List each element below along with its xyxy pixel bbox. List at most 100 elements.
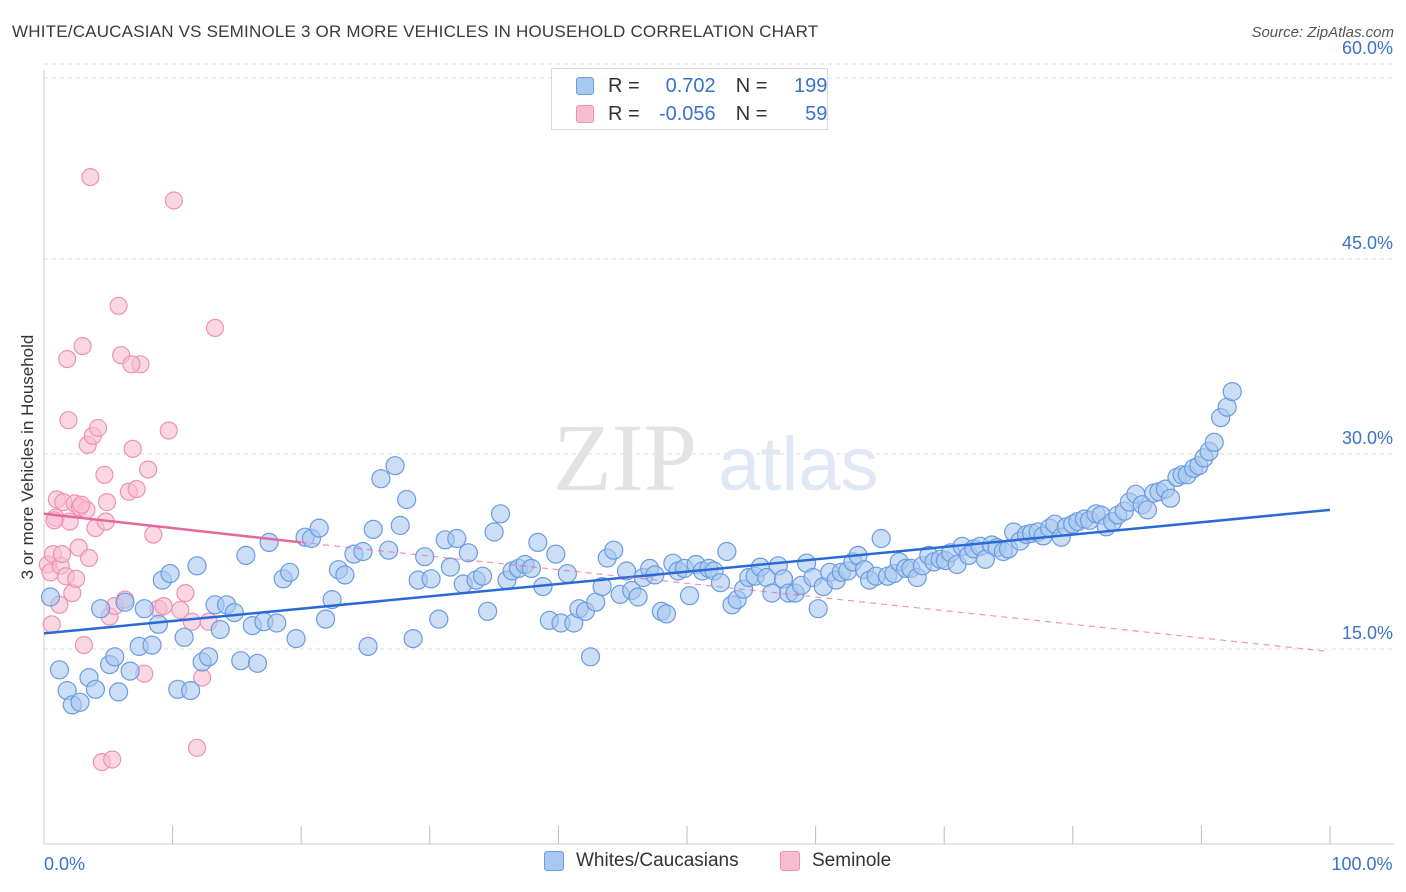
- white-point-123: [808, 599, 828, 619]
- white-point-78: [546, 544, 566, 564]
- white-point-64: [458, 543, 478, 563]
- white-point-14: [134, 599, 154, 619]
- source-label: Source: ZipAtlas.com: [1251, 24, 1394, 41]
- seminole-point-47: [171, 600, 190, 620]
- white-point-35: [267, 613, 287, 633]
- white-point-42: [316, 609, 336, 629]
- seminole-point-55: [72, 495, 91, 514]
- white-point-37: [280, 562, 300, 582]
- seminole-n-value: 59: [805, 102, 828, 125]
- watermark-atlas: atlas: [718, 422, 879, 507]
- seminole-point-15: [67, 569, 86, 588]
- seminole-trend-line: [43, 512, 302, 544]
- white-point-32: [247, 653, 268, 673]
- white-point-45: [335, 565, 355, 585]
- white-point-74: [521, 558, 541, 579]
- white-point-0: [40, 587, 61, 607]
- white-point-67: [478, 601, 498, 621]
- seminole-point-23: [81, 168, 100, 187]
- white-point-92: [628, 587, 648, 607]
- watermark: ZIP atlas: [553, 404, 879, 511]
- white-point-86: [592, 576, 612, 597]
- white-point-12: [120, 661, 140, 681]
- white-point-184: [1160, 488, 1181, 508]
- seminole-point-10: [58, 350, 77, 369]
- legend-item-white[interactable]: Whites/Caucasians: [544, 850, 739, 872]
- white-point-80: [557, 563, 578, 584]
- white-point-69: [490, 504, 511, 524]
- stats-legend-row-white: R = 0.702 N = 199: [576, 73, 827, 99]
- seminole-point-18: [73, 337, 92, 356]
- white-point-51: [379, 540, 399, 560]
- seminole-point-26: [88, 418, 108, 438]
- tick-labels: 15.0% 30.0% 45.0% 60.0% 0.0% 100.0%: [44, 38, 1393, 874]
- white-point-66: [472, 566, 493, 586]
- white-point-30: [236, 545, 256, 566]
- white-point-101: [679, 586, 700, 606]
- seminole-point-38: [127, 480, 146, 499]
- white-point-75: [528, 532, 548, 553]
- y-tick-label-0: 15.0%: [1342, 623, 1393, 643]
- seminole-point-53: [205, 318, 225, 337]
- white-n-value: 199: [794, 74, 828, 97]
- y-axis-label: 3 or more Vehicles in Household: [18, 335, 37, 580]
- seminole-point-37: [123, 439, 142, 458]
- white-point-4: [70, 692, 90, 712]
- y-tick-label-1: 30.0%: [1342, 428, 1393, 448]
- seminole-n-label: N =: [735, 102, 768, 125]
- series-legend: Whites/Caucasians Seminole: [0, 850, 1406, 878]
- white-point-58: [421, 569, 441, 589]
- white-point-107: [717, 541, 737, 562]
- white-point-192: [1204, 432, 1224, 452]
- white-point-11: [115, 592, 135, 612]
- seminole-point-22: [79, 548, 99, 568]
- seminole-point-54: [122, 355, 141, 374]
- seminole-trend-extension: [301, 541, 1331, 653]
- white-point-59: [429, 609, 449, 629]
- white-point-52: [385, 456, 405, 476]
- x-tick-label-0: 0.0%: [44, 854, 85, 874]
- white-point-20: [174, 627, 194, 647]
- stats-legend-row-seminole: R = -0.056 N = 59: [576, 101, 827, 127]
- white-n-label: N =: [735, 74, 768, 97]
- white-point-9: [105, 647, 125, 667]
- white-point-62: [447, 528, 467, 549]
- white-point-88: [604, 540, 624, 560]
- seminole-point-41: [139, 460, 158, 479]
- seminole-point-19: [74, 635, 93, 655]
- white-point-41: [309, 518, 329, 538]
- stats-legend: R = 0.702 N = 199 R = -0.056 N = 59: [551, 68, 828, 130]
- legend-seminole-swatch: [780, 851, 800, 871]
- seminole-point-49: [182, 612, 201, 631]
- white-point-6: [85, 679, 106, 699]
- white-point-90: [616, 561, 637, 581]
- seminole-point-28: [95, 465, 114, 484]
- white-points: [40, 382, 1242, 715]
- white-point-55: [403, 628, 423, 649]
- seminole-point-57: [52, 544, 72, 564]
- seminole-point-42: [144, 525, 163, 544]
- white-point-61: [440, 557, 460, 577]
- white-point-84: [580, 647, 601, 667]
- white-point-49: [363, 519, 383, 540]
- white-point-50: [371, 469, 391, 489]
- white-point-21: [181, 680, 201, 701]
- white-r-value: 0.702: [665, 74, 716, 97]
- legend-seminole-label: Seminole: [812, 850, 892, 871]
- white-point-47: [353, 541, 373, 562]
- white-point-28: [224, 602, 244, 623]
- white-point-26: [210, 619, 230, 640]
- white-point-16: [148, 614, 169, 634]
- seminole-point-2: [42, 615, 61, 634]
- seminole-point-33: [109, 296, 128, 315]
- white-point-106: [710, 573, 731, 593]
- white-point-29: [231, 651, 251, 671]
- white-point-7: [90, 599, 111, 619]
- seminole-point-29: [97, 493, 117, 512]
- legend-item-seminole[interactable]: Seminole: [780, 850, 891, 872]
- seminole-r-label: R =: [608, 102, 640, 125]
- seminole-point-11: [59, 411, 78, 430]
- white-point-48: [358, 636, 378, 657]
- y-tick-label-2: 45.0%: [1342, 233, 1393, 253]
